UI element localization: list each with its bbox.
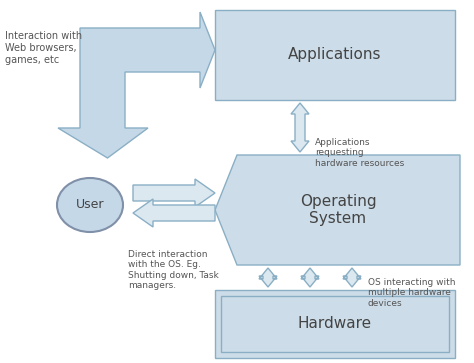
FancyBboxPatch shape [215,10,455,100]
Text: Applications: Applications [288,48,382,62]
Ellipse shape [57,178,123,232]
Text: User: User [76,199,104,212]
Polygon shape [133,199,215,227]
Polygon shape [301,268,319,287]
Polygon shape [291,103,309,152]
Text: Direct interaction
with the OS. Eg.
Shutting down, Task
managers.: Direct interaction with the OS. Eg. Shut… [128,250,219,290]
Text: Hardware: Hardware [298,317,372,331]
Polygon shape [259,268,277,287]
Polygon shape [215,155,460,265]
FancyBboxPatch shape [215,290,455,358]
Polygon shape [133,179,215,207]
Text: OS interacting with
multiple hardware
devices: OS interacting with multiple hardware de… [368,278,456,308]
Text: Operating
System: Operating System [300,194,376,226]
Text: Applications
requesting
hardware resources: Applications requesting hardware resourc… [315,138,404,168]
Text: Interaction with
Web browsers,
games, etc: Interaction with Web browsers, games, et… [5,32,82,65]
Polygon shape [58,12,215,158]
Polygon shape [343,268,361,287]
